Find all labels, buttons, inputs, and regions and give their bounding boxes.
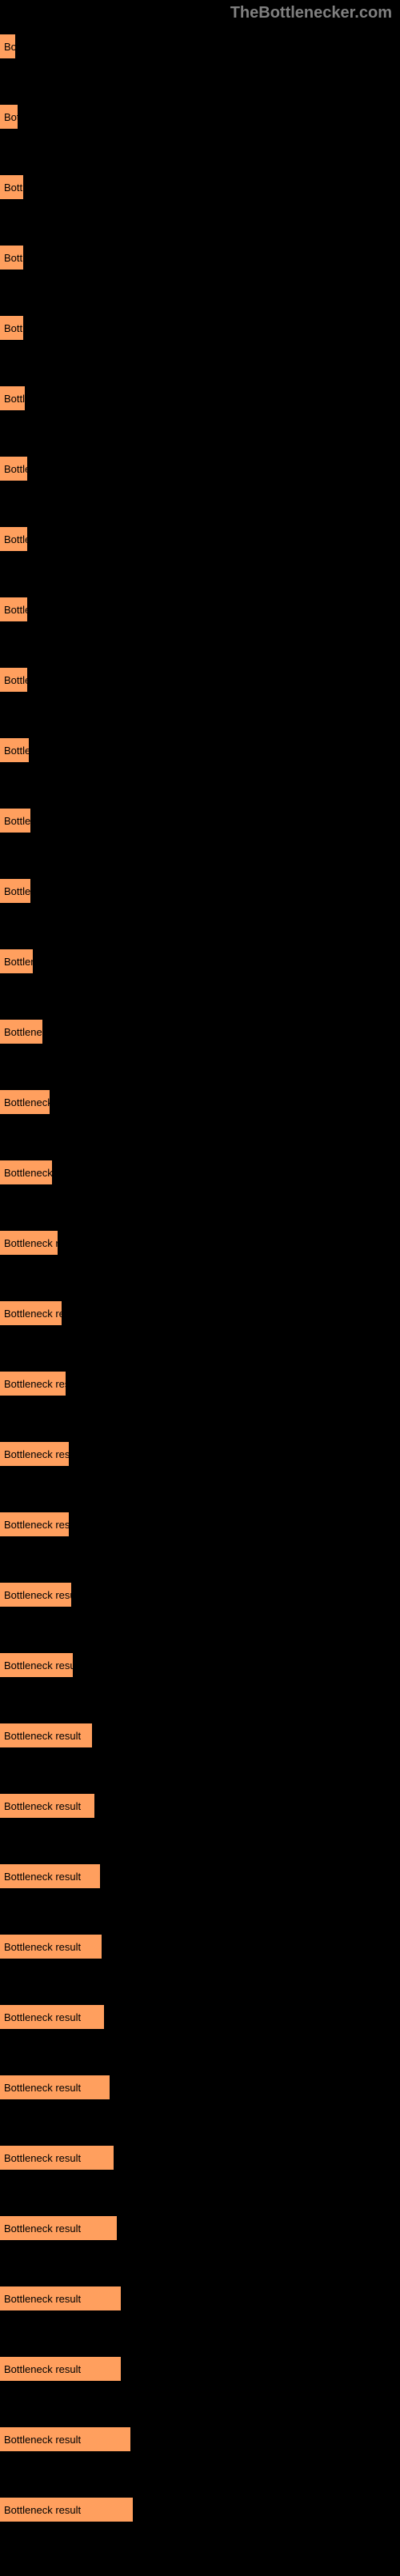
bar: Bottleneck r: [0, 1020, 42, 1044]
bar: Bottleneck result: [0, 2146, 114, 2170]
bar-row: Bottleneck resul: [0, 1512, 400, 1536]
bar-row: Bottleneck result: [0, 1583, 400, 1607]
bar: Bottle: [0, 457, 27, 481]
bar: Bottleneck re: [0, 1160, 52, 1184]
bar: Bottle: [0, 386, 25, 410]
bar-row: Bottl: [0, 246, 400, 270]
bar-row: Bott: [0, 175, 400, 199]
bar-row: Bottlene: [0, 949, 400, 973]
bar-row: Bottleneck result: [0, 2146, 400, 2170]
bar: Bottleneck result: [0, 1442, 69, 1466]
bar-row: Bottleneck result: [0, 2075, 400, 2099]
bar: Bottle: [0, 738, 29, 762]
bar: Bottleneck result: [0, 2216, 117, 2240]
bar: Bottle: [0, 316, 23, 340]
bar: Bottlene: [0, 879, 30, 903]
bar: Bott: [0, 175, 23, 199]
bar-row: Bottleneck r: [0, 1020, 400, 1044]
bar-row: Bottleneck result: [0, 2005, 400, 2029]
bar: Bottleneck result: [0, 1372, 66, 1396]
watermark-text: TheBottlenecker.com: [0, 0, 400, 26]
bar-row: Bottleneck result: [0, 1653, 400, 1677]
bar-row: Bottleneck result: [0, 1794, 400, 1818]
bar-row: Bottleneck result: [0, 1372, 400, 1396]
bar: Bottleneck result: [0, 2286, 121, 2310]
bar-row: Bottleneck result: [0, 1301, 400, 1325]
bar: Bottleneck resu: [0, 1090, 50, 1114]
bar: Bottleneck result: [0, 1583, 71, 1607]
bar-row: Bottlene: [0, 879, 400, 903]
bar: Bottleneck result: [0, 2498, 133, 2522]
bar: Bottleneck result: [0, 1653, 73, 1677]
bar: Bottlene: [0, 809, 30, 833]
bar: Bottl: [0, 246, 23, 270]
bar-row: Bottleneck result: [0, 1231, 400, 1255]
bar-row: Bottlene: [0, 809, 400, 833]
bar: Bottleneck result: [0, 1935, 102, 1959]
bar-row: Bottleneck resu: [0, 1090, 400, 1114]
bar-row: Bottleneck result: [0, 1723, 400, 1747]
bar-row: Bottleneck result: [0, 1935, 400, 1959]
bar: Bo: [0, 34, 15, 58]
bar-row: Bo: [0, 34, 400, 58]
bar: Bottleneck result: [0, 1231, 58, 1255]
bar-row: Bottle: [0, 457, 400, 481]
bar: Bottleneck result: [0, 1864, 100, 1888]
bar-row: Bottleneck result: [0, 2216, 400, 2240]
bar-row: Bottle: [0, 738, 400, 762]
bar: Bottleneck result: [0, 2075, 110, 2099]
bar-row: Bottle: [0, 597, 400, 621]
bar-row: Bottleneck re: [0, 1160, 400, 1184]
bar: Bottleneck result: [0, 1301, 62, 1325]
bar-row: Bottle: [0, 668, 400, 692]
bar: Bottlene: [0, 949, 33, 973]
bar: Bot: [0, 105, 18, 129]
bar: Bottleneck result: [0, 1794, 94, 1818]
bar-row: Bottleneck result: [0, 1864, 400, 1888]
bar: Bottleneck result: [0, 2005, 104, 2029]
bar-row: Bottle: [0, 386, 400, 410]
bar-row: Bottleneck result: [0, 2427, 400, 2451]
bar-row: Bottleneck result: [0, 2357, 400, 2381]
bar: Bottleneck result: [0, 1723, 92, 1747]
bar: Bottleneck resul: [0, 1512, 69, 1536]
bar: Bottle: [0, 527, 27, 551]
bar-row: Bottleneck result: [0, 2498, 400, 2522]
bar: Bottleneck result: [0, 2427, 130, 2451]
bar: Bottleneck result: [0, 2357, 121, 2381]
bar-row: Bot: [0, 105, 400, 129]
bar: Bottle: [0, 668, 27, 692]
bar-row: Bottleneck result: [0, 2286, 400, 2310]
bar: Bottle: [0, 597, 27, 621]
bar-row: Bottle: [0, 316, 400, 340]
bar-chart: Bo Bot Bott Bottl Bottle Bottle Bottle Bottle Bo…: [0, 26, 400, 2576]
bar-row: Bottle: [0, 527, 400, 551]
bar-row: Bottleneck result: [0, 1442, 400, 1466]
